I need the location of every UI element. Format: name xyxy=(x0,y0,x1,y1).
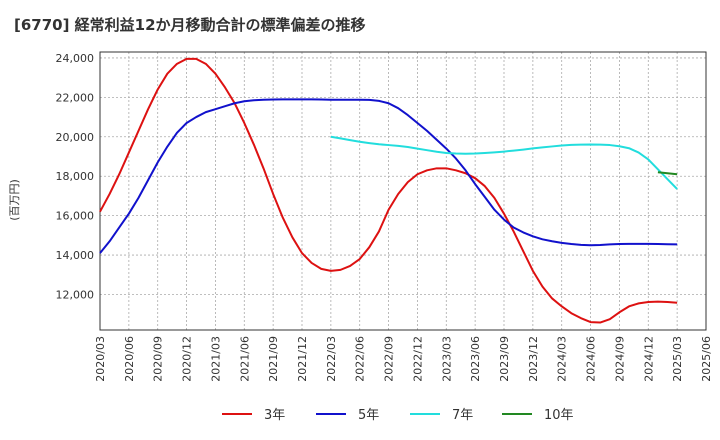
x-tick-label: 2024/06 xyxy=(585,336,598,382)
y-tick-label: 20,000 xyxy=(56,131,95,144)
x-tick-label: 2021/09 xyxy=(267,336,280,382)
series-line-7年 xyxy=(330,135,678,190)
x-tick-label: 2022/03 xyxy=(325,336,338,382)
y-tick-label: 18,000 xyxy=(56,170,95,183)
y-tick-label: 24,000 xyxy=(56,52,95,65)
x-tick-label: 2020/06 xyxy=(123,336,136,382)
series-line-10年 xyxy=(657,171,678,176)
y-axis-label: (百万円) xyxy=(8,179,21,221)
x-tick-label: 2022/06 xyxy=(354,336,367,382)
y-tick-label: 14,000 xyxy=(56,249,95,262)
legend-label: 10年 xyxy=(544,408,574,423)
chart-title: [6770] 経常利益12か月移動合計の標準偏差の推移 xyxy=(14,16,366,34)
x-tick-label: 2020/03 xyxy=(94,336,107,382)
x-tick-label: 2020/09 xyxy=(152,336,165,382)
x-tick-label: 2025/06 xyxy=(700,336,713,382)
x-axis-ticks: 2020/03 2020/06 2020/09 2020/12 2021/03 2021/… xyxy=(94,336,713,382)
x-tick-label: 2020/12 xyxy=(181,336,194,382)
series-line-3年 xyxy=(99,57,678,324)
series-lines xyxy=(99,57,678,324)
y-tick-label: 16,000 xyxy=(56,210,95,223)
y-axis-ticks: 12,000 14,000 16,000 18,000 20,000 22,000 24,0… xyxy=(56,52,95,302)
x-tick-label: 2024/12 xyxy=(642,336,655,382)
x-tick-label: 2022/12 xyxy=(411,336,424,382)
x-tick-label: 2024/09 xyxy=(613,336,626,382)
x-tick-label: 2023/09 xyxy=(498,336,511,382)
x-tick-label: 2025/03 xyxy=(671,336,684,382)
legend: 3年 5年 7年 10年 xyxy=(222,408,574,423)
series-line-5年 xyxy=(99,98,678,254)
x-tick-label: 2023/06 xyxy=(469,336,482,382)
legend-label: 3年 xyxy=(264,408,285,423)
legend-label: 7年 xyxy=(452,408,473,423)
legend-label: 5年 xyxy=(358,408,379,423)
y-tick-label: 22,000 xyxy=(56,91,95,104)
plot-frame xyxy=(99,51,707,331)
x-tick-label: 2021/06 xyxy=(238,336,251,382)
x-tick-label: 2024/03 xyxy=(556,336,569,382)
y-tick-label: 12,000 xyxy=(56,289,95,302)
x-tick-label: 2023/12 xyxy=(527,336,540,382)
x-tick-label: 2022/09 xyxy=(383,336,396,382)
x-tick-label: 2021/03 xyxy=(209,336,222,382)
x-tick-label: 2021/12 xyxy=(296,336,309,382)
x-tick-label: 2023/03 xyxy=(440,336,453,382)
grid-lines xyxy=(99,52,707,330)
